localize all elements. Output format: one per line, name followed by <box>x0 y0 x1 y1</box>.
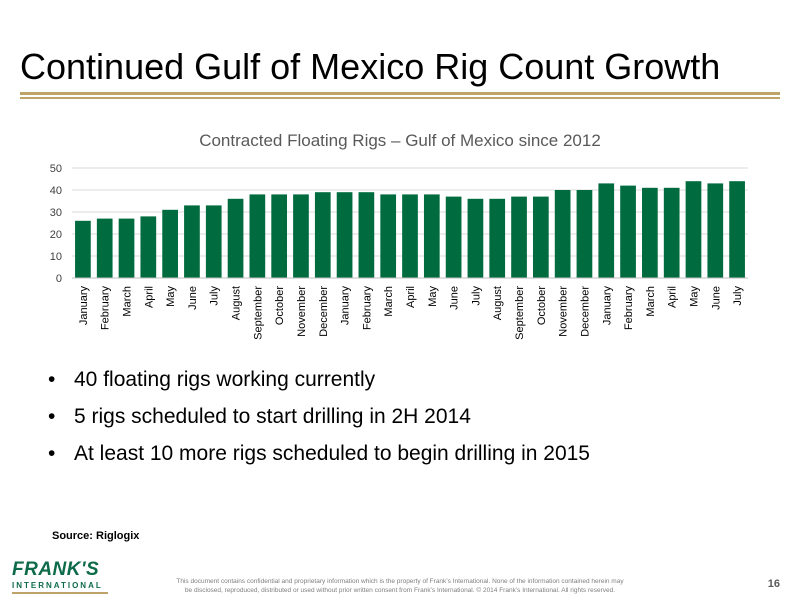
y-tick-label: 0 <box>56 273 62 285</box>
x-tick-label: September <box>514 286 526 340</box>
logo-subtitle: INTERNATIONAL <box>12 581 103 590</box>
title-underline-thin <box>20 97 780 99</box>
x-tick-label: February <box>623 286 635 331</box>
y-tick-label: 30 <box>50 207 62 219</box>
bullet-list: • 40 floating rigs working currently • 5 r… <box>48 368 590 479</box>
logo-rule <box>12 592 108 594</box>
bar <box>642 187 658 278</box>
x-tick-label: September <box>252 286 264 340</box>
bar <box>576 190 593 278</box>
x-tick-label: October <box>536 286 548 325</box>
x-tick-label: November <box>296 286 308 337</box>
bullet-glyph: • <box>48 442 56 465</box>
x-tick-label: May <box>688 286 700 307</box>
company-logo: FRANK'S INTERNATIONAL <box>12 560 112 594</box>
disclaimer-line-1: This document contains confidential and … <box>176 578 624 585</box>
x-tick-label: July <box>732 286 744 306</box>
bar <box>685 181 702 278</box>
x-tick-label: March <box>383 286 395 317</box>
bullet-item: • 40 floating rigs working currently <box>48 368 590 392</box>
x-tick-label: August <box>492 286 504 320</box>
y-tick-label: 20 <box>50 229 62 241</box>
page-number: 16 <box>767 578 780 590</box>
x-tick-label: January <box>78 286 90 326</box>
y-tick-label: 50 <box>50 163 62 175</box>
bar <box>489 198 506 278</box>
bar <box>707 183 724 278</box>
bar <box>402 194 418 278</box>
chart-title: Contracted Floating Rigs – Gulf of Mexic… <box>199 131 601 150</box>
x-tick-label: January <box>340 286 352 326</box>
footer-disclaimer: This document contains confidential and … <box>160 577 640 595</box>
x-tick-label: February <box>361 286 373 331</box>
bar <box>227 198 244 278</box>
x-tick-label: April <box>405 286 417 308</box>
x-tick-label: July <box>470 286 482 306</box>
bullet-item: • 5 rigs scheduled to start drilling in 2… <box>48 405 590 429</box>
y-tick-label: 10 <box>50 251 62 263</box>
slide-title: Continued Gulf of Mexico Rig Count Growt… <box>20 46 721 87</box>
bar <box>140 216 157 278</box>
bar <box>358 192 375 278</box>
x-tick-label: July <box>209 286 221 306</box>
bar <box>663 187 680 278</box>
y-tick-label: 40 <box>50 185 62 197</box>
x-tick-label: December <box>579 286 591 337</box>
bullet-text: At least 10 more rigs scheduled to begin… <box>74 442 590 465</box>
x-tick-label: April <box>667 286 679 308</box>
bar <box>467 198 484 278</box>
x-tick-label: May <box>427 286 439 307</box>
bar <box>336 192 353 278</box>
bar <box>554 190 571 278</box>
source-note: Source: Riglogix <box>52 530 140 542</box>
bar <box>445 196 462 278</box>
title-underline <box>20 92 780 95</box>
x-tick-label: November <box>558 286 570 337</box>
x-tick-label: January <box>601 286 613 326</box>
bullet-item: • At least 10 more rigs scheduled to begi… <box>48 442 590 466</box>
disclaimer-line-2: be disclosed, reproduced, distributed or… <box>184 587 616 594</box>
x-tick-label: August <box>231 286 243 320</box>
x-tick-label: February <box>100 286 112 331</box>
bullet-glyph: • <box>48 405 56 428</box>
x-tick-label: December <box>318 286 330 337</box>
bar <box>380 194 397 278</box>
bar <box>423 194 440 278</box>
bullet-text: 40 floating rigs working currently <box>74 368 376 391</box>
x-tick-label: April <box>143 286 155 308</box>
bar <box>729 181 745 278</box>
x-tick-label: March <box>122 286 134 317</box>
x-tick-label: June <box>710 286 722 310</box>
bar <box>249 194 266 278</box>
bar <box>532 196 549 278</box>
bar-chart: 0 10 20 30 40 50 January February March April May J… <box>50 163 748 340</box>
bar <box>118 218 135 278</box>
x-tick-label: June <box>187 286 199 310</box>
bar <box>620 185 636 278</box>
bar <box>184 205 200 278</box>
bar <box>271 194 288 278</box>
bar <box>314 192 331 278</box>
bar <box>162 209 178 278</box>
bar <box>293 194 309 278</box>
bullet-text: 5 rigs scheduled to start drilling in 2H… <box>74 405 471 428</box>
logo-brand: FRANK'S <box>12 559 100 580</box>
bar <box>96 218 113 278</box>
bullet-glyph: • <box>48 368 56 391</box>
bar <box>598 183 615 278</box>
bar <box>511 196 527 278</box>
bar <box>75 220 91 278</box>
bar <box>205 205 222 278</box>
x-tick-label: March <box>645 286 657 317</box>
x-tick-label: May <box>165 286 177 307</box>
x-tick-label: October <box>274 286 286 325</box>
x-tick-label: June <box>449 286 461 310</box>
